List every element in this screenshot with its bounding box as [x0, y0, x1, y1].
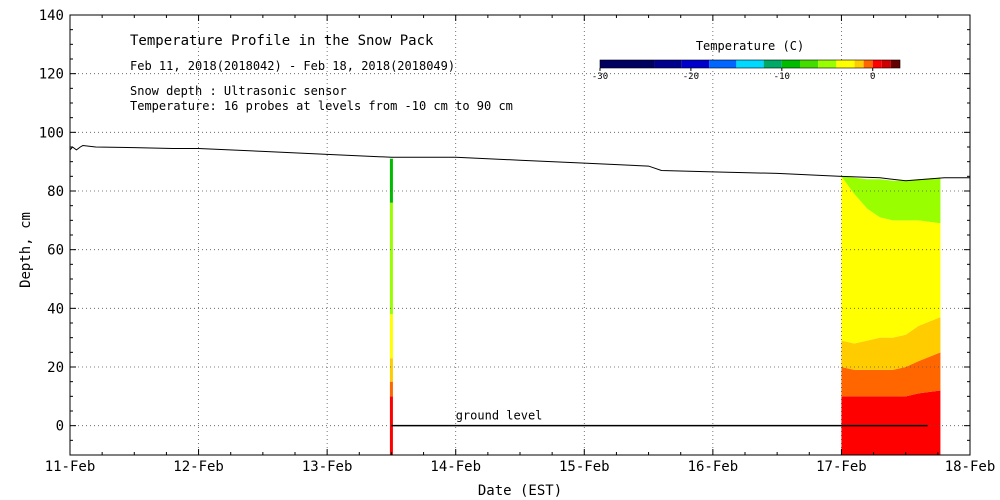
probe-segment — [389, 202, 393, 315]
colorbar-band — [654, 60, 682, 68]
probe-segment — [389, 158, 393, 203]
colorbar-band — [872, 60, 882, 68]
heatmap-layer — [841, 176, 941, 224]
heatmap-layer — [841, 390, 941, 455]
colorbar-band — [881, 60, 891, 68]
colorbar-band — [763, 60, 782, 68]
temperature-colorbar: Temperature (C) -30 -20 -10 0 — [592, 39, 901, 82]
probe-segment — [389, 358, 393, 382]
data-series: ground level — [69, 145, 970, 427]
y-tick-label: 60 — [47, 243, 64, 259]
y-tick-label: 120 — [39, 67, 64, 83]
x-tick-label: 12-Feb — [173, 459, 224, 475]
colorbar-tick-label: -20 — [683, 72, 699, 82]
axes: 11-Feb 12-Feb 13-Feb 14-Feb 15-Feb 16-Feb 17-F… — [39, 8, 996, 475]
colorbar-band — [681, 60, 710, 68]
y-tick-label: 20 — [47, 360, 64, 376]
colorbar-band — [818, 60, 837, 68]
plot-frame — [69, 14, 971, 456]
heatmap-layer — [841, 176, 941, 344]
note-snow-depth: Snow depth : Ultrasonic sensor — [130, 84, 347, 98]
x-tick-label: 11-Feb — [45, 459, 96, 475]
ground-level-label: ground level — [456, 409, 543, 423]
y-tick-label: 140 — [39, 8, 64, 24]
colorbar-band — [890, 60, 900, 68]
x-axis-label: Date (EST) — [478, 483, 562, 499]
colorbar-title: Temperature (C) — [696, 39, 804, 53]
x-tick-label: 18-Feb — [945, 459, 996, 475]
chart-subtitle: Feb 11, 2018(2018042) - Feb 18, 2018(201… — [130, 59, 455, 73]
colorbar-band — [709, 60, 737, 68]
colorbar-band — [854, 60, 864, 68]
x-tick-label: 14-Feb — [430, 459, 481, 475]
probe-segment — [389, 314, 393, 359]
y-tick-label: 100 — [39, 125, 64, 141]
colorbar-band — [863, 60, 873, 68]
temperature-heatmap — [389, 158, 941, 455]
grid-lines — [70, 15, 970, 455]
colorbar-band — [736, 60, 764, 68]
y-tick-label: 0 — [56, 419, 64, 435]
y-tick-label: 80 — [47, 184, 64, 200]
snow-depth-line — [69, 145, 970, 182]
colorbar-band — [781, 60, 800, 68]
colorbar-frame — [599, 59, 901, 69]
colorbar-tick-label: -30 — [592, 72, 608, 82]
colorbar-band — [600, 60, 655, 68]
x-tick-label: 16-Feb — [688, 459, 739, 475]
note-temperature: Temperature: 16 probes at levels from -1… — [130, 99, 513, 113]
colorbar-tick-label: 0 — [870, 72, 875, 82]
colorbar-band — [836, 60, 855, 68]
x-tick-label: 17-Feb — [816, 459, 867, 475]
probe-segment — [389, 381, 393, 397]
x-tick-label: 15-Feb — [559, 459, 610, 475]
chart-title: Temperature Profile in the Snow Pack — [130, 33, 434, 49]
x-tick-label: 13-Feb — [302, 459, 353, 475]
y-tick-label: 40 — [47, 301, 64, 317]
colorbar-band — [800, 60, 819, 68]
heatmap-layer — [841, 317, 941, 370]
y-axis-label: Depth, cm — [18, 212, 34, 288]
heatmap-layer — [841, 352, 941, 397]
colorbar-tick-label: -10 — [774, 72, 790, 82]
